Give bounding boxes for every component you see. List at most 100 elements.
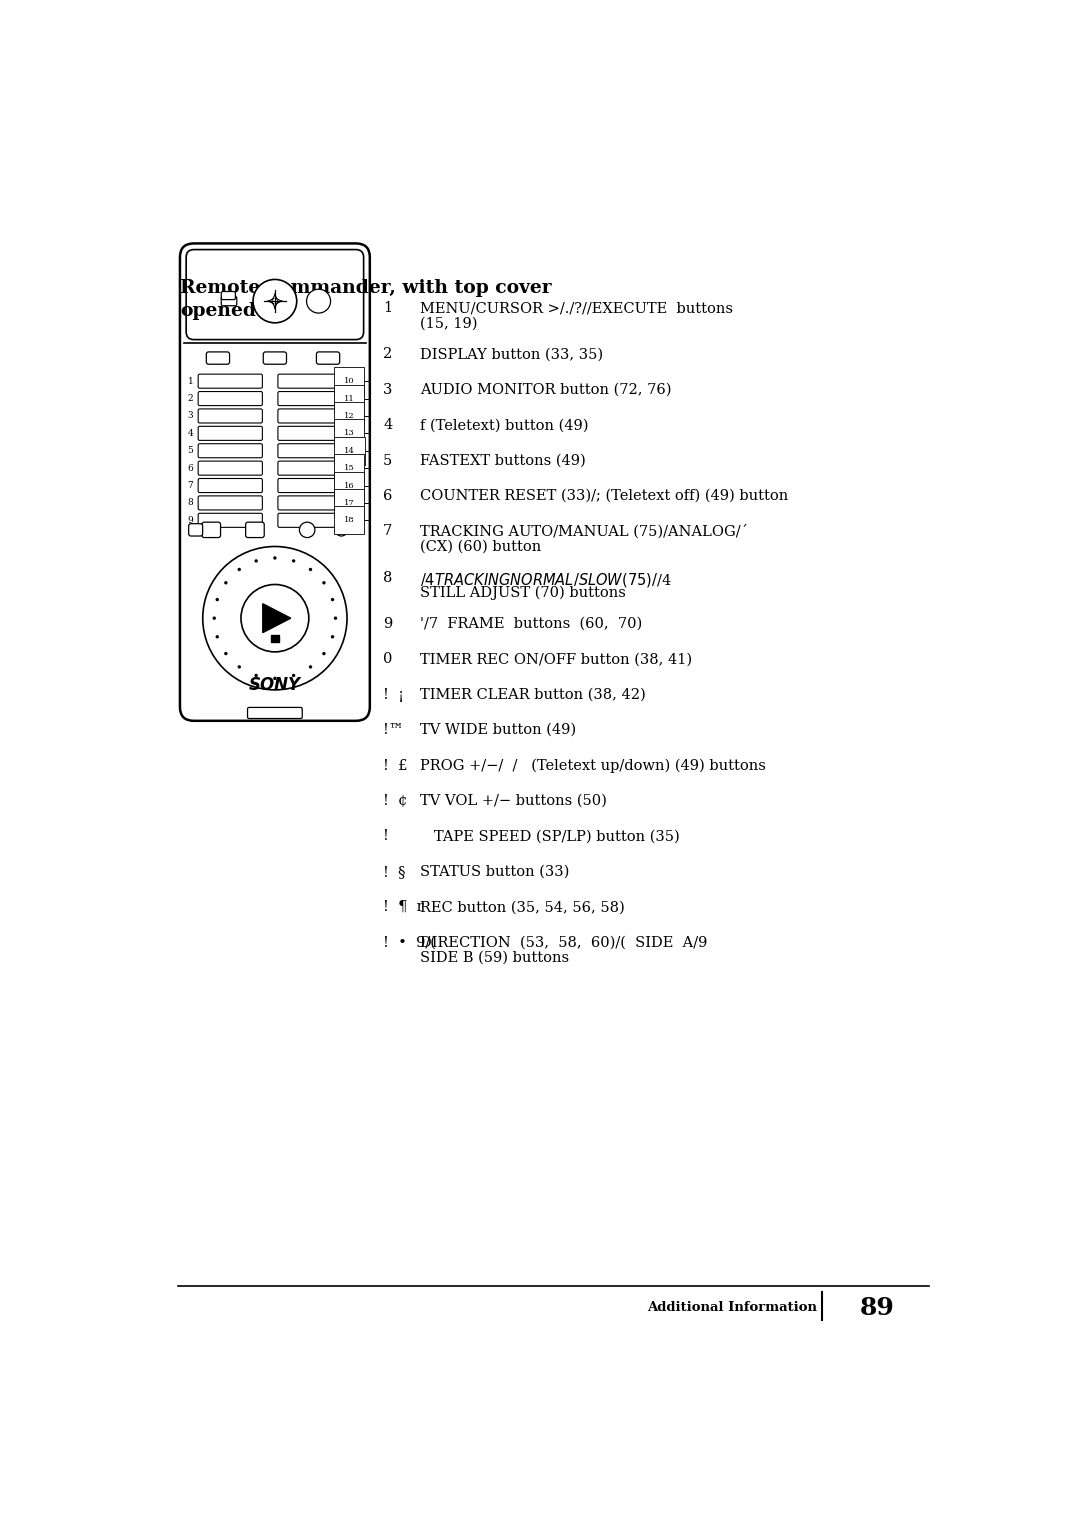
Text: 12: 12 — [343, 413, 354, 420]
Text: 9: 9 — [188, 516, 193, 524]
Circle shape — [309, 665, 312, 669]
Text: STATUS button (33): STATUS button (33) — [420, 865, 569, 879]
FancyBboxPatch shape — [189, 524, 203, 536]
Text: f (Teletext) button (49): f (Teletext) button (49) — [420, 419, 589, 432]
FancyBboxPatch shape — [198, 478, 262, 492]
FancyBboxPatch shape — [198, 410, 262, 423]
Circle shape — [292, 559, 295, 562]
FancyBboxPatch shape — [278, 443, 342, 458]
Text: SONY: SONY — [248, 675, 301, 694]
FancyBboxPatch shape — [278, 410, 342, 423]
Text: 15: 15 — [343, 465, 354, 472]
Text: TRACKING AUTO/MANUAL (75)/ANALOG/´: TRACKING AUTO/MANUAL (75)/ANALOG/´ — [420, 524, 748, 539]
Text: 4: 4 — [383, 419, 392, 432]
Circle shape — [255, 559, 258, 562]
FancyBboxPatch shape — [278, 513, 342, 527]
Text: TV VOL +/− buttons (50): TV VOL +/− buttons (50) — [420, 795, 607, 808]
Text: 5: 5 — [383, 454, 392, 468]
Text: 3: 3 — [383, 384, 392, 397]
Text: 2: 2 — [383, 347, 392, 361]
Text: 7: 7 — [188, 481, 193, 490]
Text: 14: 14 — [343, 446, 354, 455]
Circle shape — [334, 616, 337, 620]
Text: 13: 13 — [343, 429, 354, 437]
Text: PROG +/−/  /   (Teletext up/down) (49) buttons: PROG +/−/ / (Teletext up/down) (49) butt… — [420, 758, 766, 773]
Circle shape — [238, 568, 241, 571]
Text: 5: 5 — [188, 446, 193, 455]
Text: 1: 1 — [383, 301, 392, 315]
FancyBboxPatch shape — [198, 374, 262, 388]
Circle shape — [322, 652, 326, 656]
FancyBboxPatch shape — [278, 391, 342, 405]
Text: !  ¡: ! ¡ — [383, 688, 404, 701]
Circle shape — [273, 677, 276, 680]
Text: TV WIDE button (49): TV WIDE button (49) — [420, 723, 577, 736]
Circle shape — [273, 556, 276, 559]
Text: 0: 0 — [383, 652, 392, 666]
Text: 16: 16 — [343, 481, 354, 489]
Text: 9: 9 — [383, 617, 392, 631]
Text: FASTEXT buttons (49): FASTEXT buttons (49) — [420, 454, 586, 468]
FancyBboxPatch shape — [221, 296, 237, 306]
FancyBboxPatch shape — [198, 443, 262, 458]
FancyBboxPatch shape — [278, 497, 342, 510]
Text: (15, 19): (15, 19) — [420, 316, 477, 330]
Circle shape — [307, 289, 330, 313]
Text: 10: 10 — [343, 377, 354, 385]
Text: opened: opened — [180, 303, 256, 321]
Polygon shape — [262, 604, 291, 633]
Text: 8: 8 — [188, 498, 193, 507]
Text: !  •  9/(: ! • 9/( — [383, 935, 436, 949]
Text: 18: 18 — [343, 516, 354, 524]
Circle shape — [225, 581, 228, 585]
Circle shape — [309, 568, 312, 571]
Text: !  ¢: ! ¢ — [383, 795, 407, 808]
Text: 17: 17 — [343, 500, 354, 507]
Text: 1: 1 — [188, 377, 193, 385]
Text: 6: 6 — [383, 489, 392, 503]
Circle shape — [255, 674, 258, 677]
FancyBboxPatch shape — [198, 426, 262, 440]
FancyBboxPatch shape — [278, 374, 342, 388]
Text: Remote commander, with top cover: Remote commander, with top cover — [180, 280, 552, 298]
FancyBboxPatch shape — [278, 426, 342, 440]
FancyBboxPatch shape — [264, 351, 286, 364]
Circle shape — [213, 616, 216, 620]
Circle shape — [330, 636, 334, 639]
FancyBboxPatch shape — [221, 292, 235, 299]
FancyBboxPatch shape — [206, 351, 230, 364]
Circle shape — [292, 674, 295, 677]
Text: !  §: ! § — [383, 865, 405, 879]
Text: 4: 4 — [188, 429, 193, 439]
Circle shape — [225, 652, 228, 656]
Text: TIMER CLEAR button (38, 42): TIMER CLEAR button (38, 42) — [420, 688, 646, 701]
Text: DISPLAY button (33, 35): DISPLAY button (33, 35) — [420, 347, 604, 361]
Text: Additional Information: Additional Information — [647, 1300, 816, 1314]
FancyBboxPatch shape — [180, 243, 369, 721]
Text: STILL ADJUST (70) buttons: STILL ADJUST (70) buttons — [420, 587, 626, 601]
Text: !: ! — [383, 830, 389, 843]
Circle shape — [253, 280, 297, 322]
Text: 89: 89 — [860, 1296, 895, 1320]
Circle shape — [216, 636, 219, 639]
Circle shape — [238, 665, 241, 669]
Text: '/7  FRAME  buttons  (60,  70): '/7 FRAME buttons (60, 70) — [420, 617, 643, 631]
FancyBboxPatch shape — [198, 461, 262, 475]
Text: 8: 8 — [383, 570, 392, 585]
FancyBboxPatch shape — [198, 497, 262, 510]
Text: 6: 6 — [188, 463, 193, 472]
Text: $/4  TRACKING NORMAL/SLOW (75)/$/4: $/4 TRACKING NORMAL/SLOW (75)/$/4 — [420, 570, 672, 588]
Text: SIDE B (59) buttons: SIDE B (59) buttons — [420, 950, 569, 966]
FancyBboxPatch shape — [202, 523, 220, 538]
Text: !  £: ! £ — [383, 758, 407, 773]
Circle shape — [330, 597, 334, 601]
Text: (CX) (60) button: (CX) (60) button — [420, 539, 541, 553]
Circle shape — [299, 523, 315, 538]
FancyBboxPatch shape — [278, 478, 342, 492]
Text: 7: 7 — [383, 524, 392, 538]
Text: REC button (35, 54, 56, 58): REC button (35, 54, 56, 58) — [420, 900, 625, 914]
Text: !™: !™ — [383, 723, 404, 736]
FancyBboxPatch shape — [198, 391, 262, 405]
Circle shape — [203, 547, 347, 689]
FancyBboxPatch shape — [278, 461, 342, 475]
